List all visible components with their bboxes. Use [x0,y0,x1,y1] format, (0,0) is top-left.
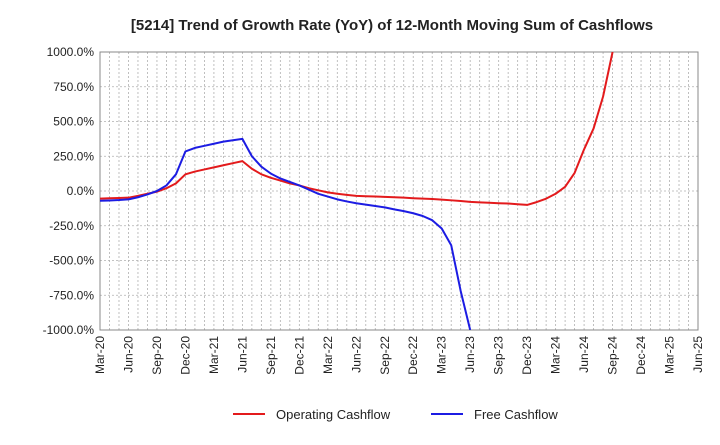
x-tick-label: Dec-21 [292,336,306,375]
axes: 1000.0% 750.0% 500.0% 250.0% 0.0% -250.0% -500… [43,45,705,375]
series-line-operating-cashflow [100,52,614,206]
x-tick-label: Mar-22 [321,336,335,374]
legend-label: Free Cashflow [474,407,558,422]
x-tick-label: Dec-24 [634,336,648,375]
plot-border [99,51,699,331]
y-tick-label: -250.0% [49,219,94,233]
x-tick-label: Sep-21 [264,336,278,375]
x-tick-label: Jun-24 [577,336,591,373]
y-tick-label: -750.0% [49,288,94,302]
x-tick-label: Sep-20 [150,336,164,375]
x-tick-label: Jun-21 [235,336,249,373]
chart-title: [5214] Trend of Growth Rate (YoY) of 12-… [131,17,653,34]
x-tick-label: Mar-24 [549,336,563,374]
y-tick-label: 0.0% [67,184,95,198]
y-tick-label: 750.0% [53,80,94,94]
x-tick-label: Sep-22 [378,336,392,375]
series-layer [100,52,614,330]
y-tick-label: 1000.0% [47,45,95,59]
grid [99,51,699,331]
legend-item: Operating Cashflow [233,407,391,422]
x-tick-label: Mar-23 [435,336,449,374]
x-tick-label: Jun-23 [463,336,477,373]
y-tick-label: 250.0% [53,149,94,163]
x-tick-label: Mar-21 [207,336,221,374]
y-tick-label: 500.0% [53,115,94,129]
x-tick-label: Dec-20 [178,336,192,375]
x-tick-label: Jun-22 [349,336,363,373]
y-tick-label: -1000.0% [43,323,95,337]
legend-item: Free Cashflow [431,407,558,422]
x-tick-label: Mar-20 [93,336,107,374]
x-tick-label: Dec-22 [406,336,420,375]
x-tick-label: Jun-20 [121,336,135,373]
legend-label: Operating Cashflow [276,407,391,422]
x-tick-label: Jun-25 [691,336,705,373]
x-tick-label: Sep-23 [492,336,506,375]
x-tick-label: Sep-24 [606,336,620,375]
plot-area [100,52,698,330]
x-tick-label: Dec-23 [520,336,534,375]
y-tick-label: -500.0% [49,254,94,268]
x-tick-label: Mar-25 [663,336,677,374]
series-line-free-cashflow [100,137,472,330]
legend: Operating Cashflow Free Cashflow [233,407,558,422]
